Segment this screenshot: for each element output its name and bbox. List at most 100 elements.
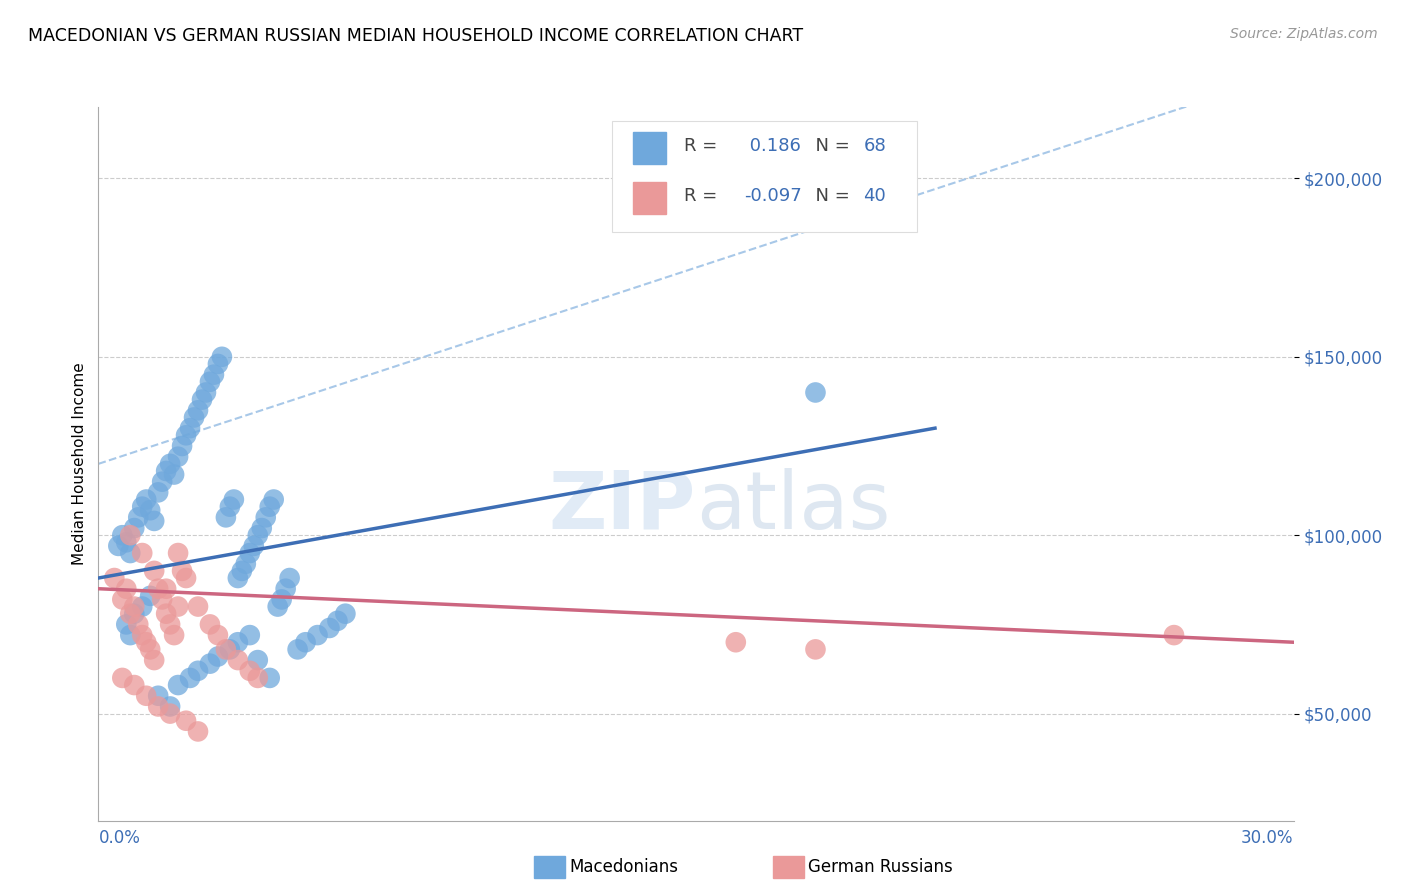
Point: [202, 368, 225, 382]
Point: [155, 464, 177, 478]
Point: [107, 539, 129, 553]
Point: [207, 649, 229, 664]
Point: [1163, 628, 1185, 642]
Point: [259, 671, 281, 685]
Point: [250, 521, 273, 535]
Point: [167, 678, 190, 692]
Point: [148, 582, 170, 596]
Point: [183, 410, 205, 425]
Point: [150, 592, 173, 607]
Point: [115, 582, 138, 596]
Point: [124, 599, 146, 614]
Point: [135, 635, 157, 649]
Y-axis label: Median Household Income: Median Household Income: [72, 362, 87, 566]
Point: [211, 350, 233, 364]
Point: [174, 714, 197, 728]
Point: [163, 628, 186, 642]
Point: [174, 428, 197, 442]
Point: [187, 403, 209, 417]
Text: R =: R =: [685, 187, 723, 205]
Text: 40: 40: [863, 187, 886, 205]
Point: [187, 599, 209, 614]
Point: [215, 510, 238, 524]
Point: [111, 592, 134, 607]
Point: [148, 485, 170, 500]
Point: [263, 492, 285, 507]
Point: [103, 571, 125, 585]
Point: [139, 589, 162, 603]
Point: [804, 385, 827, 400]
Text: Source: ZipAtlas.com: Source: ZipAtlas.com: [1230, 27, 1378, 41]
Bar: [633, 132, 666, 164]
Point: [167, 599, 190, 614]
Text: 0.186: 0.186: [744, 137, 800, 155]
Point: [226, 653, 249, 667]
Point: [139, 503, 162, 517]
Point: [239, 628, 262, 642]
Point: [804, 642, 827, 657]
Point: [139, 642, 162, 657]
Point: [274, 582, 297, 596]
Point: [219, 500, 242, 514]
Text: Macedonians: Macedonians: [569, 858, 679, 876]
Text: N =: N =: [804, 137, 855, 155]
Point: [172, 439, 194, 453]
Point: [150, 475, 173, 489]
Point: [179, 421, 201, 435]
Point: [111, 671, 134, 685]
Point: [239, 546, 262, 560]
Point: [115, 535, 138, 549]
Point: [159, 706, 181, 721]
Point: [194, 385, 218, 400]
Point: [143, 564, 166, 578]
Point: [131, 599, 153, 614]
Point: [131, 628, 153, 642]
Text: N =: N =: [804, 187, 855, 205]
Point: [222, 492, 245, 507]
Point: [239, 664, 262, 678]
Text: MACEDONIAN VS GERMAN RUSSIAN MEDIAN HOUSEHOLD INCOME CORRELATION CHART: MACEDONIAN VS GERMAN RUSSIAN MEDIAN HOUS…: [28, 27, 803, 45]
Point: [278, 571, 301, 585]
Text: atlas: atlas: [696, 467, 890, 546]
Point: [127, 510, 149, 524]
Text: ZIP: ZIP: [548, 467, 696, 546]
Point: [143, 653, 166, 667]
Text: -0.097: -0.097: [744, 187, 801, 205]
Point: [120, 628, 142, 642]
Text: 68: 68: [863, 137, 886, 155]
Point: [135, 689, 157, 703]
Point: [163, 467, 186, 482]
Point: [246, 653, 269, 667]
Point: [231, 564, 253, 578]
Point: [159, 617, 181, 632]
Point: [270, 592, 292, 607]
Point: [159, 457, 181, 471]
Point: [174, 571, 197, 585]
Point: [335, 607, 357, 621]
Point: [294, 635, 316, 649]
Point: [159, 699, 181, 714]
Point: [155, 582, 177, 596]
Point: [246, 671, 269, 685]
Point: [198, 617, 221, 632]
Point: [187, 724, 209, 739]
Point: [254, 510, 277, 524]
Point: [226, 635, 249, 649]
Text: 30.0%: 30.0%: [1241, 829, 1294, 847]
Point: [179, 671, 201, 685]
Point: [124, 521, 146, 535]
Point: [198, 375, 221, 389]
Point: [148, 689, 170, 703]
Point: [155, 607, 177, 621]
Point: [124, 678, 146, 692]
Text: 0.0%: 0.0%: [98, 829, 141, 847]
Point: [246, 528, 269, 542]
Point: [259, 500, 281, 514]
Point: [724, 635, 747, 649]
Point: [235, 557, 257, 571]
Point: [243, 539, 266, 553]
Point: [120, 546, 142, 560]
Point: [120, 607, 142, 621]
Point: [215, 642, 238, 657]
Point: [287, 642, 309, 657]
